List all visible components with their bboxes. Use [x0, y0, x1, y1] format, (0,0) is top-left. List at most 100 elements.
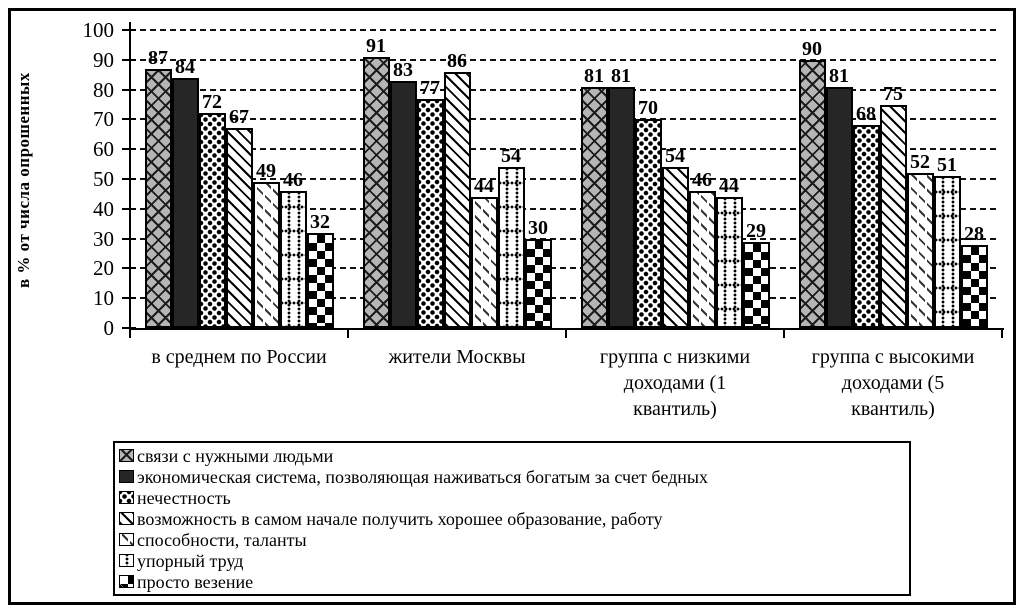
- bar: [798, 59, 826, 328]
- legend-item-label: экономическая система, позволяющая нажив…: [137, 466, 708, 487]
- legend-item-label: способности, таланты: [137, 529, 307, 550]
- bar: [933, 176, 961, 328]
- y-tick-90: [122, 58, 136, 61]
- legend-item: экономическая система, позволяющая нажив…: [119, 466, 905, 487]
- bar-value-label: 90: [802, 37, 822, 60]
- bar-value-label: 68: [856, 103, 876, 126]
- gridline-40: [130, 207, 996, 210]
- legend-item-label: нечестность: [137, 487, 231, 508]
- bar: [688, 190, 716, 328]
- bar-value-label: 81: [829, 64, 849, 87]
- legend-item: упорный труд: [119, 550, 905, 571]
- bar-value-label: 86: [447, 49, 467, 72]
- bar-value-label: 46: [283, 168, 303, 191]
- bar: [879, 104, 907, 328]
- legend-swatch-icon: [119, 533, 134, 546]
- bar: [443, 71, 471, 328]
- bar-value-label: 32: [310, 210, 330, 233]
- gridline-10: [130, 297, 996, 300]
- bar-value-label: 84: [175, 55, 195, 78]
- y-tick-40: [122, 207, 136, 210]
- y-axis-title: в % от числа опрошенных: [14, 72, 33, 288]
- gridline-80: [130, 88, 996, 91]
- category-label: жители Москвы: [388, 346, 526, 368]
- bar: [252, 181, 280, 328]
- legend-item: связи с нужными людьми: [119, 445, 905, 466]
- bar-value-label: 44: [474, 174, 494, 197]
- bar: [742, 241, 770, 328]
- bar-value-label: 49: [256, 159, 276, 182]
- y-tick-80: [122, 88, 136, 91]
- bar-value-label: 87: [148, 46, 168, 69]
- legend-item-label: упорный труд: [137, 550, 244, 571]
- category-label: группа с низкими доходами (1 квантиль): [599, 346, 751, 420]
- bar-value-label: 30: [528, 216, 548, 239]
- bar: [607, 86, 635, 328]
- bar-value-label: 70: [638, 97, 658, 120]
- bar: [524, 238, 552, 328]
- bar: [906, 173, 934, 328]
- bar: [198, 113, 226, 328]
- y-tick-20: [122, 267, 136, 270]
- bar-value-label: 28: [964, 222, 984, 245]
- bar-value-label: 51: [937, 154, 957, 177]
- y-tick-50: [122, 178, 136, 180]
- bar-value-label: 83: [393, 58, 413, 81]
- bar-value-label: 72: [202, 91, 222, 114]
- bar: [416, 98, 444, 328]
- bar: [715, 196, 743, 328]
- x-tick-4: [1001, 330, 1003, 338]
- legend-swatch-icon: [119, 575, 134, 588]
- bar: [852, 125, 880, 328]
- y-tick-label-50: 50: [93, 167, 114, 191]
- bar: [825, 86, 853, 328]
- legend-item: нечестность: [119, 487, 905, 508]
- legend-item-label: просто везение: [137, 571, 254, 592]
- bar: [470, 196, 498, 328]
- y-axis-line: [129, 22, 131, 330]
- bar-value-label: 52: [910, 151, 930, 174]
- y-tick-label-40: 40: [93, 196, 114, 221]
- bar: [306, 232, 334, 328]
- bar-value-label: 46: [692, 168, 712, 191]
- y-tick-70: [122, 118, 136, 121]
- gridline-30: [130, 237, 996, 240]
- y-tick-label-20: 20: [93, 256, 114, 281]
- bar-value-label: 54: [665, 145, 685, 168]
- gridline-70: [130, 118, 996, 121]
- legend-swatch-icon: [119, 491, 134, 504]
- bar-value-label: 77: [420, 76, 440, 99]
- bar: [225, 128, 253, 328]
- legend-swatch-icon: [119, 512, 134, 525]
- y-tick-label-80: 80: [93, 77, 114, 102]
- x-axis-line: [130, 328, 1004, 330]
- category-label: группа с высокими доходами (5 квантиль): [811, 346, 975, 420]
- gridline-100: [130, 29, 996, 31]
- bar: [661, 167, 689, 328]
- bar-value-label: 91: [366, 34, 386, 57]
- y-tick-10: [122, 297, 136, 300]
- y-tick-60: [122, 148, 136, 151]
- x-tick-3: [783, 330, 785, 338]
- legend-swatch-icon: [119, 470, 134, 483]
- bar: [171, 77, 199, 328]
- gridline-50: [130, 178, 996, 180]
- y-tick-label-90: 90: [93, 47, 114, 72]
- legend-item: возможность в самом начале получить хоро…: [119, 508, 905, 529]
- y-tick-label-60: 60: [93, 137, 114, 162]
- gridline-60: [130, 148, 996, 151]
- gridline-90: [130, 58, 996, 61]
- y-tick-100: [122, 29, 136, 31]
- bar: [960, 244, 988, 328]
- y-tick-label-30: 30: [93, 226, 114, 251]
- bar: [144, 68, 172, 328]
- chart-legend: связи с нужными людьми экономическая сист…: [113, 441, 911, 596]
- bar-value-label: 75: [883, 82, 903, 105]
- legend-swatch-icon: [119, 554, 134, 567]
- bar-value-label: 67: [229, 106, 249, 129]
- bar: [362, 56, 390, 328]
- y-tick-label-0: 0: [103, 316, 115, 340]
- category-label: в среднем по России: [151, 346, 327, 368]
- bar-value-label: 54: [501, 145, 521, 168]
